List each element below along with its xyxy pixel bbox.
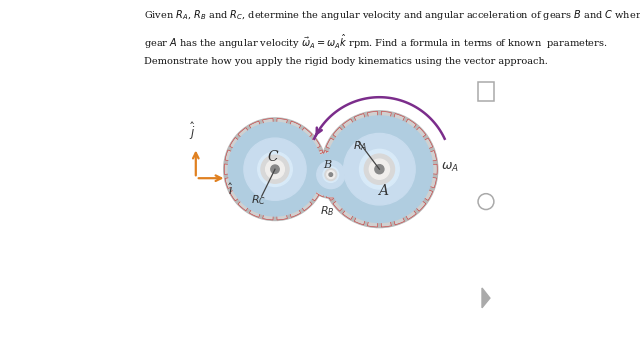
Polygon shape bbox=[346, 159, 353, 168]
Polygon shape bbox=[307, 170, 311, 179]
Polygon shape bbox=[289, 207, 301, 217]
Circle shape bbox=[321, 111, 438, 228]
Polygon shape bbox=[414, 199, 426, 211]
Polygon shape bbox=[333, 199, 345, 211]
Circle shape bbox=[478, 194, 494, 210]
Circle shape bbox=[369, 159, 390, 179]
Polygon shape bbox=[333, 127, 345, 139]
Polygon shape bbox=[289, 121, 301, 131]
Polygon shape bbox=[276, 212, 287, 220]
Polygon shape bbox=[309, 138, 320, 149]
Circle shape bbox=[224, 118, 326, 220]
Polygon shape bbox=[326, 189, 337, 201]
Polygon shape bbox=[422, 189, 433, 201]
Polygon shape bbox=[337, 190, 346, 197]
Polygon shape bbox=[326, 194, 335, 198]
Circle shape bbox=[329, 173, 333, 176]
Polygon shape bbox=[367, 218, 378, 227]
Circle shape bbox=[261, 155, 289, 183]
Circle shape bbox=[325, 168, 337, 180]
Text: gear $A$ has the angular velocity $\vec{\omega}_A = \omega_A \hat{k}$ rpm. Find : gear $A$ has the angular velocity $\vec{… bbox=[143, 32, 607, 51]
Polygon shape bbox=[316, 177, 325, 188]
Text: $\hat{j}$: $\hat{j}$ bbox=[189, 120, 196, 142]
Polygon shape bbox=[238, 199, 250, 211]
Text: Given $R_A$, $R_B$ and $R_C$, determine the angular velocity and angular acceler: Given $R_A$, $R_B$ and $R_C$, determine … bbox=[143, 8, 640, 22]
Circle shape bbox=[317, 161, 345, 189]
Polygon shape bbox=[319, 164, 326, 174]
Polygon shape bbox=[326, 138, 337, 150]
Polygon shape bbox=[323, 177, 332, 188]
Polygon shape bbox=[381, 218, 391, 227]
Polygon shape bbox=[230, 189, 241, 201]
Circle shape bbox=[271, 165, 279, 174]
Polygon shape bbox=[351, 170, 354, 179]
Polygon shape bbox=[230, 138, 241, 149]
Circle shape bbox=[266, 160, 284, 179]
Circle shape bbox=[244, 138, 306, 200]
Circle shape bbox=[327, 171, 335, 179]
Polygon shape bbox=[309, 189, 320, 201]
Polygon shape bbox=[224, 164, 231, 174]
FancyBboxPatch shape bbox=[479, 82, 493, 101]
Polygon shape bbox=[342, 119, 355, 131]
Circle shape bbox=[360, 149, 399, 189]
Polygon shape bbox=[326, 151, 335, 155]
Polygon shape bbox=[322, 164, 330, 174]
Circle shape bbox=[228, 122, 322, 216]
Polygon shape bbox=[346, 181, 353, 190]
Polygon shape bbox=[249, 121, 261, 131]
Circle shape bbox=[326, 116, 433, 222]
Polygon shape bbox=[276, 118, 287, 126]
Polygon shape bbox=[404, 208, 416, 220]
Circle shape bbox=[307, 151, 355, 198]
Polygon shape bbox=[422, 138, 433, 150]
Circle shape bbox=[309, 153, 353, 196]
Polygon shape bbox=[262, 212, 273, 220]
Polygon shape bbox=[337, 153, 346, 159]
Text: Demonstrate how you apply the rigid body kinematics using the vector approach.: Demonstrate how you apply the rigid body… bbox=[143, 57, 547, 66]
Polygon shape bbox=[262, 118, 273, 126]
Polygon shape bbox=[342, 208, 355, 220]
Polygon shape bbox=[429, 164, 437, 174]
Polygon shape bbox=[316, 153, 324, 159]
Polygon shape bbox=[238, 127, 250, 139]
Circle shape bbox=[258, 152, 292, 186]
Circle shape bbox=[323, 167, 339, 183]
Polygon shape bbox=[393, 214, 404, 225]
Text: $R_C$: $R_C$ bbox=[250, 193, 266, 207]
Polygon shape bbox=[381, 112, 391, 120]
Polygon shape bbox=[308, 181, 316, 190]
Polygon shape bbox=[393, 113, 404, 124]
Text: $R_A$: $R_A$ bbox=[353, 139, 367, 153]
Text: A: A bbox=[378, 184, 388, 198]
Polygon shape bbox=[316, 150, 325, 161]
Polygon shape bbox=[404, 119, 416, 131]
Circle shape bbox=[364, 154, 394, 184]
Polygon shape bbox=[427, 177, 436, 188]
Polygon shape bbox=[225, 177, 234, 188]
Text: B: B bbox=[323, 159, 332, 170]
Polygon shape bbox=[308, 159, 316, 168]
Text: $\hat{\imath}$: $\hat{\imath}$ bbox=[228, 183, 234, 198]
Polygon shape bbox=[300, 127, 312, 139]
Polygon shape bbox=[316, 190, 324, 197]
Text: C: C bbox=[268, 150, 278, 163]
Polygon shape bbox=[355, 214, 366, 225]
Polygon shape bbox=[225, 150, 234, 161]
Text: $R_B$: $R_B$ bbox=[319, 204, 334, 217]
Circle shape bbox=[375, 165, 384, 174]
Polygon shape bbox=[427, 150, 436, 162]
Polygon shape bbox=[323, 150, 332, 162]
Polygon shape bbox=[355, 113, 366, 124]
Polygon shape bbox=[300, 199, 312, 211]
Text: $\omega_A$: $\omega_A$ bbox=[441, 161, 459, 174]
Circle shape bbox=[344, 134, 415, 205]
Polygon shape bbox=[482, 288, 490, 308]
Polygon shape bbox=[249, 207, 261, 217]
Polygon shape bbox=[367, 112, 378, 120]
Polygon shape bbox=[414, 127, 426, 139]
